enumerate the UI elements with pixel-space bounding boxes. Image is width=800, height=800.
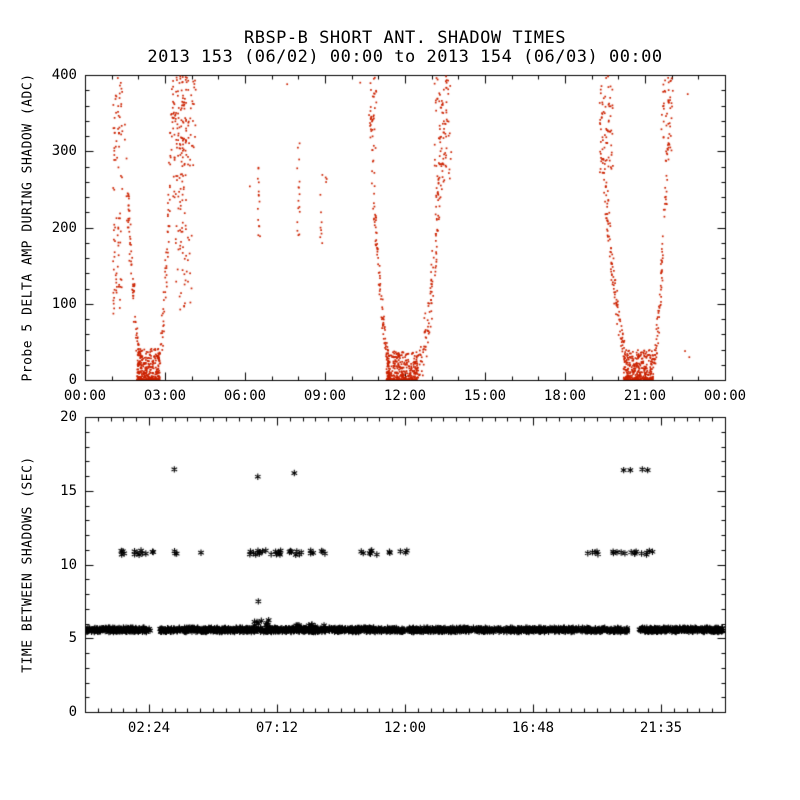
x-tick-label: 03:00: [143, 388, 187, 404]
x-tick-label: 21:35: [639, 720, 683, 736]
y-tick-label: 200: [51, 219, 77, 236]
chart-subtitle: 2013 153 (06/02) 00:00 to 2013 154 (06/0…: [147, 47, 663, 67]
x-tick-label: 16:48: [511, 720, 555, 736]
x-tick-label: 18:00: [543, 388, 587, 404]
x-tick-label: 00:00: [63, 388, 107, 404]
y-tick-label: 400: [51, 67, 77, 83]
y-tick-label: 0: [68, 704, 77, 720]
x-tick-label: 00:00: [703, 388, 747, 404]
x-tick-label: 07:12: [255, 720, 299, 736]
y-tick-label: 0: [68, 372, 77, 388]
x-tick-label: 12:00: [383, 720, 427, 736]
y-tick-label: 20: [60, 409, 77, 425]
x-tick-label: 06:00: [223, 388, 267, 404]
chart-title: RBSP-B SHORT ANT. SHADOW TIMES: [243, 28, 567, 48]
x-tick-label: 02:24: [127, 720, 171, 736]
x-tick-label: 12:00: [383, 388, 427, 404]
y-tick-label: 15: [60, 482, 77, 499]
x-tick-label: 15:00: [463, 388, 507, 404]
y-tick-label: 300: [51, 143, 77, 160]
y-tick-label: 5: [68, 630, 77, 647]
x-tick-label: 09:00: [303, 388, 347, 404]
y-tick-label: 100: [51, 295, 77, 312]
x-tick-label: 21:00: [623, 388, 667, 404]
y-tick-label: 10: [60, 556, 77, 573]
